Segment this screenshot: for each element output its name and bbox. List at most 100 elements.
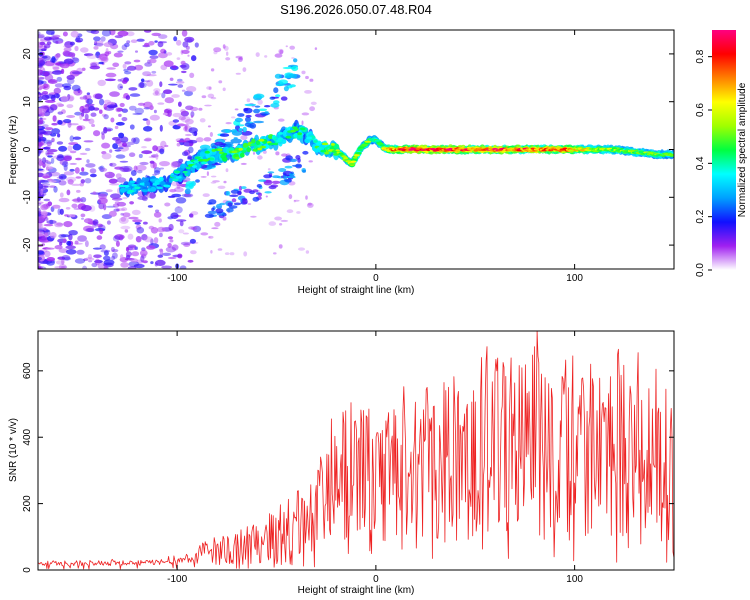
- ridge-blob: [354, 152, 362, 155]
- noise-blob: [142, 80, 151, 83]
- noise-blob: [247, 203, 252, 205]
- noise-blob: [176, 140, 187, 143]
- noise-blob: [66, 240, 72, 246]
- noise-blob: [89, 65, 101, 70]
- noise-blob: [180, 241, 191, 246]
- snr-ytick-label: 200: [22, 495, 33, 512]
- noise-blob: [184, 123, 189, 127]
- noise-blob: [38, 183, 44, 190]
- noise-blob: [304, 90, 312, 94]
- noise-blob: [157, 254, 164, 258]
- noise-blob: [268, 221, 277, 226]
- noise-blob: [122, 142, 128, 147]
- ridge-blob: [304, 138, 311, 144]
- noise-blob: [128, 216, 139, 220]
- streak-blob: [261, 113, 268, 116]
- noise-blob: [129, 124, 135, 130]
- ridge-blob: [364, 140, 372, 143]
- ridge-blob: [202, 158, 209, 162]
- noise-blob: [149, 192, 156, 199]
- noise-blob: [39, 60, 46, 66]
- noise-blob: [174, 206, 183, 214]
- noise-blob: [169, 77, 174, 82]
- noise-blob: [154, 40, 158, 43]
- ridge-blob: [131, 183, 137, 187]
- noise-blob: [242, 67, 247, 72]
- streak-blob: [208, 199, 217, 205]
- noise-blob: [38, 160, 44, 166]
- noise-blob: [92, 247, 102, 250]
- noise-blob: [305, 75, 309, 80]
- noise-blob: [63, 221, 73, 228]
- ridge-blob: [378, 142, 384, 145]
- noise-blob: [130, 39, 138, 43]
- noise-blob: [45, 145, 51, 150]
- ridge-blob: [233, 154, 239, 157]
- noise-blob: [85, 163, 96, 168]
- noise-blob: [48, 180, 57, 183]
- noise-blob: [103, 259, 115, 266]
- noise-blob: [40, 105, 51, 110]
- ridge-blob: [194, 156, 201, 160]
- noise-blob: [293, 199, 300, 202]
- noise-blob: [79, 152, 88, 155]
- ridge-blob: [164, 184, 171, 188]
- ridge-blob: [333, 153, 340, 156]
- streak-blob: [231, 198, 237, 203]
- noise-blob: [104, 78, 116, 82]
- streak-blob: [231, 129, 238, 133]
- ridge-blob: [333, 143, 339, 149]
- noise-blob: [83, 53, 94, 57]
- noise-blob: [99, 165, 105, 173]
- noise-blob: [50, 157, 55, 164]
- noise-blob: [122, 197, 128, 200]
- streak-blob: [274, 73, 282, 79]
- noise-blob: [112, 62, 120, 68]
- noise-blob: [149, 105, 154, 111]
- ridge-blob: [255, 140, 261, 146]
- streak-blob: [199, 144, 211, 150]
- noise-blob: [79, 113, 83, 120]
- noise-blob: [181, 30, 188, 37]
- streak-blob: [282, 66, 294, 70]
- noise-blob: [217, 185, 226, 189]
- noise-blob: [179, 220, 184, 227]
- colorbar: 0.0 0.2 0.4 0.6 0.8 Normalized spectral ampl…: [695, 30, 748, 277]
- noise-blob: [77, 235, 87, 242]
- ridge-blob: [260, 145, 266, 149]
- noise-blob: [67, 145, 73, 152]
- noise-blob: [126, 65, 137, 71]
- noise-blob: [103, 114, 109, 120]
- noise-blob: [298, 247, 305, 251]
- noise-blob: [46, 257, 55, 262]
- streak-blob: [215, 208, 224, 214]
- noise-blob: [170, 161, 179, 168]
- noise-blob: [112, 249, 119, 253]
- noise-blob: [94, 93, 103, 100]
- snr-ytick-label: 0: [22, 567, 33, 573]
- ridge-blob: [297, 132, 302, 136]
- noise-blob: [100, 56, 109, 63]
- noise-blob: [109, 91, 120, 97]
- noise-blob: [211, 175, 217, 178]
- noise-blob: [178, 116, 186, 121]
- noise-blob: [314, 47, 318, 50]
- snr-axes: -100 0 100 0 200 400 600: [22, 331, 674, 585]
- noise-blob: [58, 197, 70, 203]
- noise-blob: [212, 180, 220, 183]
- noise-blob: [279, 223, 283, 226]
- noise-blob: [52, 115, 57, 122]
- ridge-blob: [330, 143, 335, 146]
- noise-blob: [54, 70, 63, 73]
- noise-blob: [92, 219, 99, 226]
- streak-blob: [249, 190, 255, 195]
- noise-blob: [136, 38, 145, 42]
- noise-blob: [164, 144, 169, 148]
- noise-blob: [143, 107, 151, 110]
- noise-blob: [44, 217, 49, 221]
- streak-blob: [242, 126, 247, 133]
- noise-blob: [119, 160, 129, 163]
- noise-blob: [278, 48, 284, 54]
- noise-blob: [181, 70, 187, 74]
